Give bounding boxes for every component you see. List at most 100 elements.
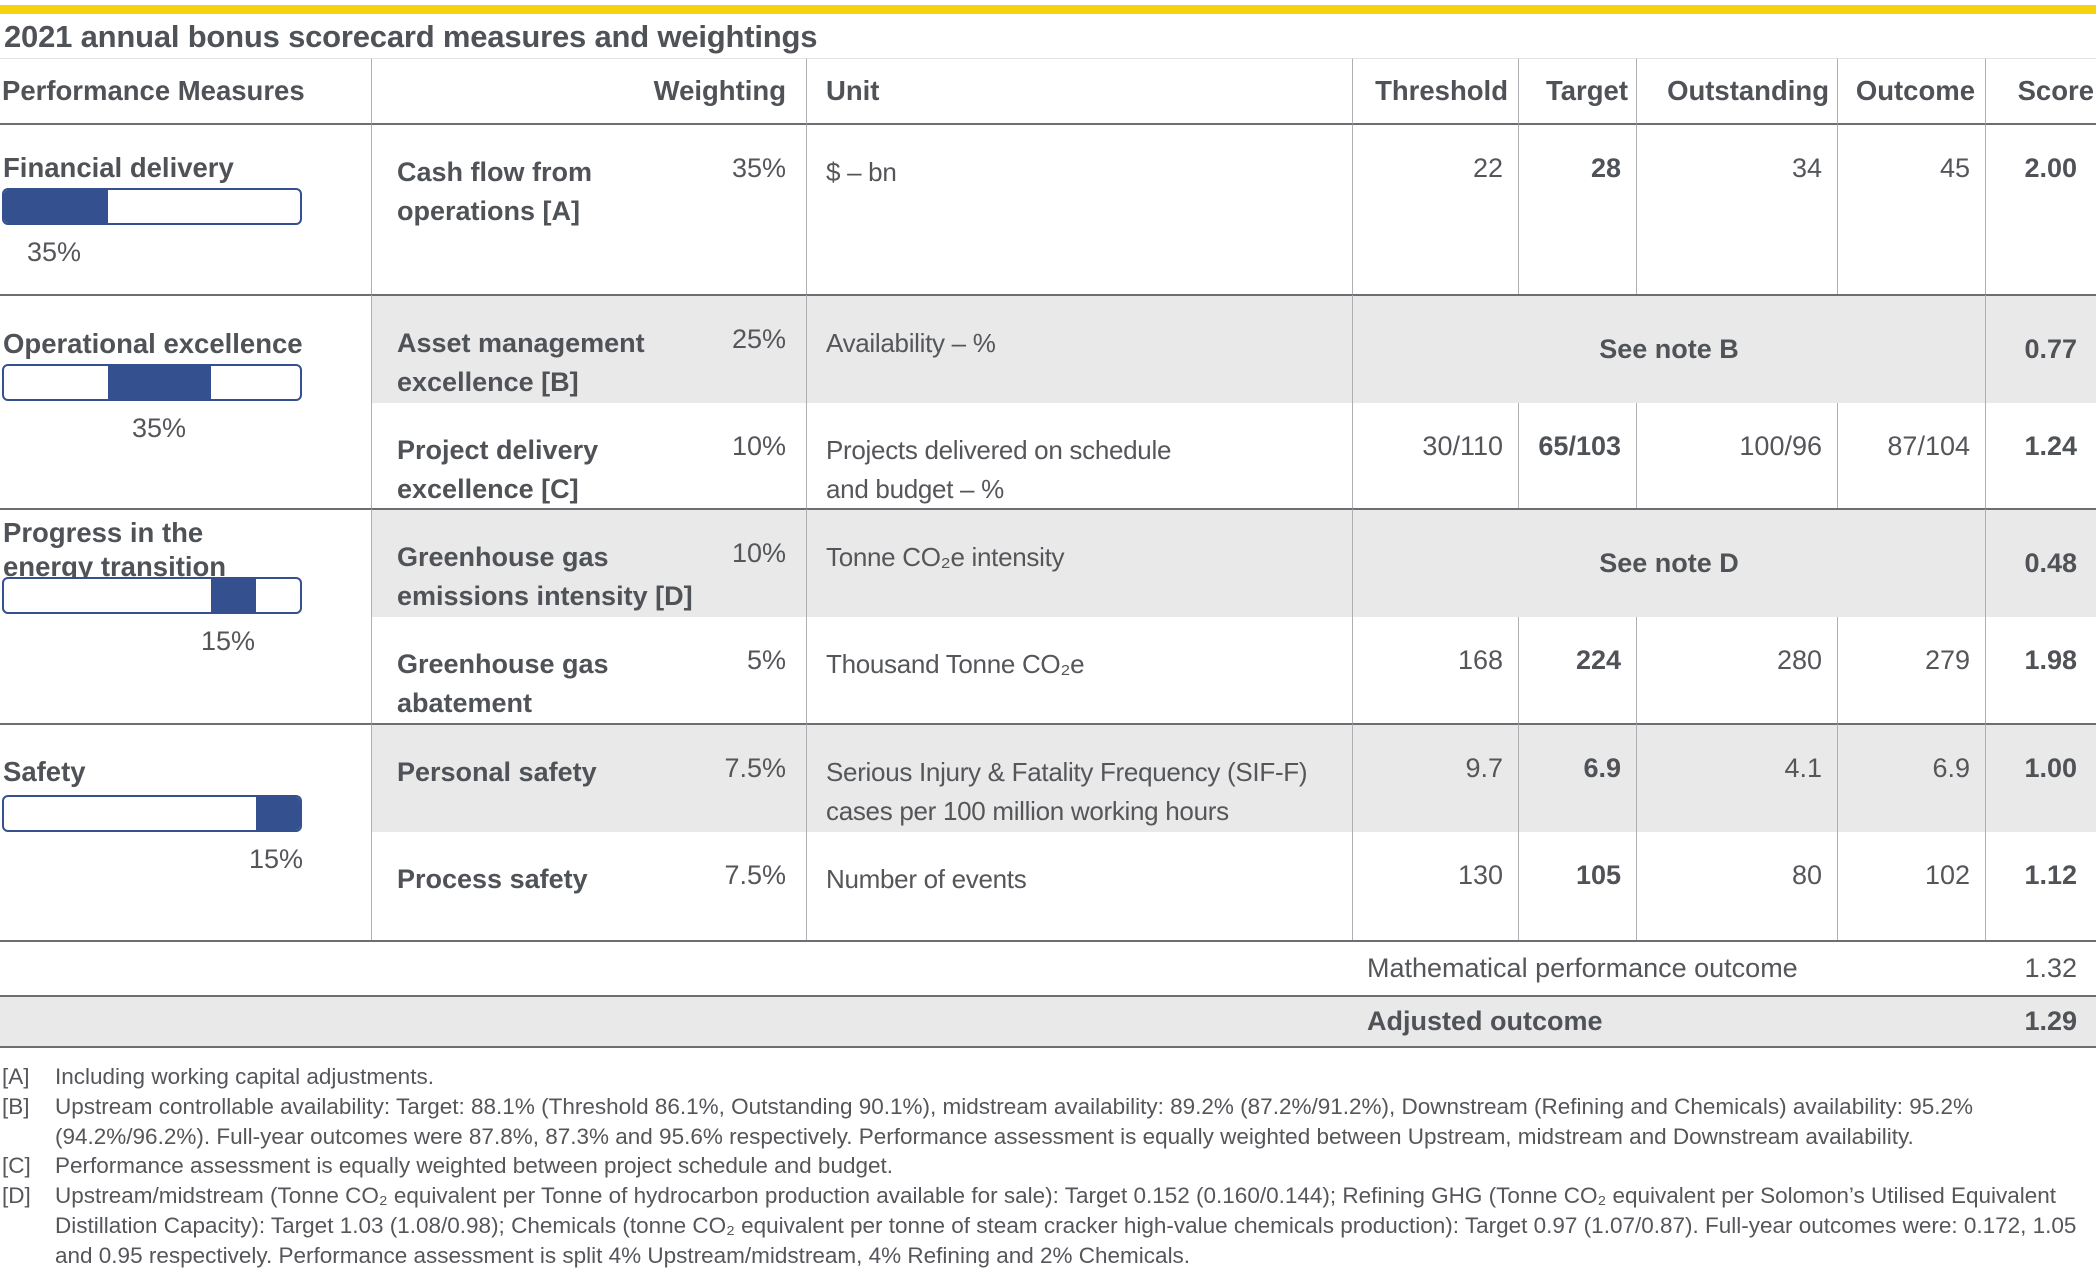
adjusted-outcome-value: 1.29	[2024, 1006, 2077, 1036]
scorecard-table: Performance Measures Weighting Unit Thre…	[0, 58, 2096, 1048]
adjusted-outcome-label: Adjusted outcome	[1367, 1006, 1603, 1036]
measure-name: Asset management excellence [B]	[397, 328, 645, 397]
group-title: Safety	[3, 756, 86, 787]
column-header-weighting: Weighting	[371, 58, 806, 125]
cell-score: 0.48	[1985, 508, 2096, 617]
cell-score: 1.24	[1985, 403, 2096, 508]
cell-outstanding: 80	[1636, 832, 1837, 940]
measure-weighting: 10%	[731, 538, 786, 568]
column-header-outcome: Outcome	[1837, 58, 1985, 125]
footnote-text: Upstream controllable availability: Targ…	[55, 1093, 1974, 1149]
group-energy-transition: Progress in the energy transition 15%	[0, 508, 371, 723]
column-header-unit: Unit	[806, 58, 1352, 125]
mathematical-outcome-row: Mathematical performance outcome 1.32	[0, 940, 2096, 995]
cell-threshold: 30/110	[1352, 403, 1518, 508]
cell-score: 1.98	[1985, 617, 2096, 723]
column-header-outstanding: Outstanding	[1636, 58, 1837, 125]
cell-target: 105	[1518, 832, 1636, 940]
footnote-text: Including working capital adjustments.	[55, 1064, 434, 1089]
unit-cell: Number of events	[806, 832, 1352, 940]
measure-cell: Greenhouse gas emissions intensity [D] 1…	[371, 508, 806, 617]
measure-name: Personal safety	[397, 757, 597, 787]
weighting-bar-fill	[211, 579, 256, 612]
footnote-a: [A] Including working capital adjustment…	[2, 1062, 2094, 1092]
footnote-b: [B] Upstream controllable availability: …	[2, 1092, 2094, 1152]
see-note-cell: See note B	[1352, 294, 1985, 403]
adjusted-outcome-row: Adjusted outcome 1.29	[0, 995, 2096, 1048]
measure-name: Greenhouse gas emissions intensity [D]	[397, 542, 693, 611]
cell-outcome: 87/104	[1837, 403, 1985, 508]
group-financial-delivery: Financial delivery 35%	[0, 125, 371, 294]
unit-cell: Availability – %	[806, 294, 1352, 403]
cell-threshold: 9.7	[1352, 723, 1518, 832]
cell-score: 0.77	[1985, 294, 2096, 403]
weighting-bar	[2, 364, 302, 401]
cell-target: 6.9	[1518, 723, 1636, 832]
cell-target: 65/103	[1518, 403, 1636, 508]
measure-weighting: 35%	[731, 153, 786, 183]
weighting-bar	[2, 577, 302, 614]
cell-outcome: 279	[1837, 617, 1985, 723]
footnote-d: [D] Upstream/midstream (Tonne CO₂ equiva…	[2, 1181, 2094, 1270]
group-operational-excellence: Operational excellence 35%	[0, 294, 371, 508]
unit-cell: Thousand Tonne CO₂e	[806, 617, 1352, 723]
cell-score: 2.00	[1985, 125, 2096, 294]
mathematical-outcome-value: 1.32	[2024, 953, 2077, 983]
group-title: Financial delivery	[3, 152, 234, 183]
cell-outcome: 6.9	[1837, 723, 1985, 832]
measure-weighting: 7.5%	[724, 860, 786, 890]
measure-name: Cash flow from operations [A]	[397, 157, 593, 226]
footnote-c: [C] Performance assessment is equally we…	[2, 1151, 2094, 1181]
unit-cell: Tonne CO₂e intensity	[806, 508, 1352, 617]
footnotes: [A] Including working capital adjustment…	[2, 1062, 2094, 1271]
weighting-bar-label: 35%	[131, 413, 187, 443]
measure-cell: Process safety 7.5%	[371, 832, 806, 940]
column-header-performance-measures: Performance Measures	[0, 58, 371, 125]
cell-score: 1.12	[1985, 832, 2096, 940]
weighting-bar-label: 15%	[200, 626, 256, 656]
weighting-bar	[2, 188, 302, 225]
weighting-bar-fill	[107, 366, 212, 399]
measure-cell: Greenhouse gas abatement 5%	[371, 617, 806, 723]
measure-cell: Cash flow from operations [A] 35%	[371, 125, 806, 294]
column-header-threshold: Threshold	[1352, 58, 1518, 125]
unit-cell: $ – bn	[806, 125, 1352, 294]
footnote-marker: [A]	[2, 1064, 30, 1089]
measure-name: Project delivery excellence [C]	[397, 435, 599, 504]
cell-outcome: 102	[1837, 832, 1985, 940]
weighting-bar-fill	[255, 797, 300, 830]
cell-outstanding: 100/96	[1636, 403, 1837, 508]
cell-score: 1.00	[1985, 723, 2096, 832]
weighting-bar-fill	[4, 190, 108, 223]
cell-target: 28	[1518, 125, 1636, 294]
mathematical-outcome-label: Mathematical performance outcome	[1367, 953, 1798, 983]
footnote-marker: [D]	[2, 1183, 31, 1209]
cell-outstanding: 280	[1636, 617, 1837, 723]
cell-outstanding: 34	[1636, 125, 1837, 294]
footnote-marker: [B]	[2, 1093, 30, 1119]
measure-name: Greenhouse gas abatement	[397, 649, 609, 718]
measure-cell: Project delivery excellence [C] 10%	[371, 403, 806, 508]
group-title: Operational excellence	[3, 328, 303, 359]
weighting-bar-label: 15%	[248, 844, 304, 874]
unit-cell: Serious Injury & Fatality Frequency (SIF…	[806, 723, 1352, 832]
weighting-bar	[2, 795, 302, 832]
accent-top-bar	[0, 5, 2096, 14]
see-note-cell: See note D	[1352, 508, 1985, 617]
cell-outcome: 45	[1837, 125, 1985, 294]
cell-threshold: 130	[1352, 832, 1518, 940]
cell-outstanding: 4.1	[1636, 723, 1837, 832]
measure-name: Process safety	[397, 864, 588, 894]
measure-weighting: 5%	[746, 645, 786, 675]
group-title: Progress in the energy transition	[3, 517, 227, 582]
footnote-text: Performance assessment is equally weight…	[55, 1153, 894, 1179]
measure-weighting: 25%	[731, 324, 786, 354]
column-header-target: Target	[1518, 58, 1636, 125]
cell-target: 224	[1518, 617, 1636, 723]
column-header-score: Score	[1985, 58, 2096, 125]
cell-threshold: 168	[1352, 617, 1518, 723]
page-title: 2021 annual bonus scorecard measures and…	[4, 19, 818, 54]
measure-cell: Personal safety 7.5%	[371, 723, 806, 832]
measure-weighting: 10%	[731, 431, 786, 461]
